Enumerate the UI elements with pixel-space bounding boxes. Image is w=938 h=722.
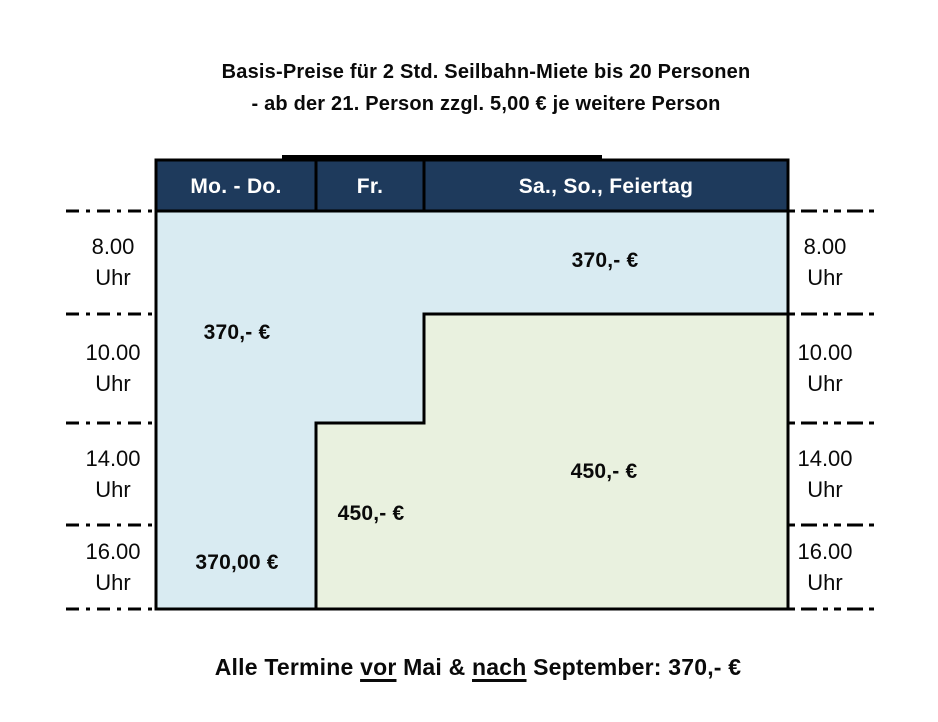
footer-note: Alle Termine vor Mai & nach September: 3… <box>18 654 938 681</box>
header-accent-line <box>282 155 602 161</box>
price-weekday-late: 370,00 € <box>195 551 279 574</box>
column-header-sa-so-feiertag: Sa., So., Feiertag <box>518 175 694 198</box>
price-weekend-main: 450,- € <box>570 460 638 483</box>
time-label-left-8: 8.00 Uhr <box>91 234 135 290</box>
footer-underlined-vor: vor <box>360 654 397 680</box>
footer-underlined-nach: nach <box>472 654 527 680</box>
column-header-mo-do: Mo. - Do. <box>190 175 282 198</box>
time-label-left-10: 10.00 Uhr <box>85 340 141 396</box>
time-gridlines-left <box>66 209 156 611</box>
footer-suffix: September: 370,- € <box>526 654 742 680</box>
column-header-fr: Fr. <box>356 175 384 198</box>
time-label-right-14: 14.00 Uhr <box>797 446 853 502</box>
footer-prefix: Alle Termine <box>214 654 361 680</box>
time-label-right-16: 16.00 Uhr <box>797 539 853 595</box>
page-title-line2: - ab der 21. Person zzgl. 5,00 € je weit… <box>251 93 721 115</box>
page-title: Basis-Preise für 2 Std. Seilbahn-Miete b… <box>34 56 938 120</box>
time-label-right-10: 10.00 Uhr <box>797 340 853 396</box>
time-label-right-8: 8.00 Uhr <box>803 234 847 290</box>
time-label-left-14: 14.00 Uhr <box>85 446 141 502</box>
header-bar <box>154 158 790 213</box>
price-weekday-block: 370,- € <box>203 321 271 344</box>
page-title-line1: Basis-Preise für 2 Std. Seilbahn-Miete b… <box>221 61 751 83</box>
price-friday-afternoon: 450,- € <box>337 502 405 525</box>
time-label-left-16: 16.00 Uhr <box>85 539 141 595</box>
price-weekend-morning: 370,- € <box>571 249 639 272</box>
time-gridlines-right <box>788 209 880 611</box>
footer-middle: Mai & <box>396 654 473 680</box>
